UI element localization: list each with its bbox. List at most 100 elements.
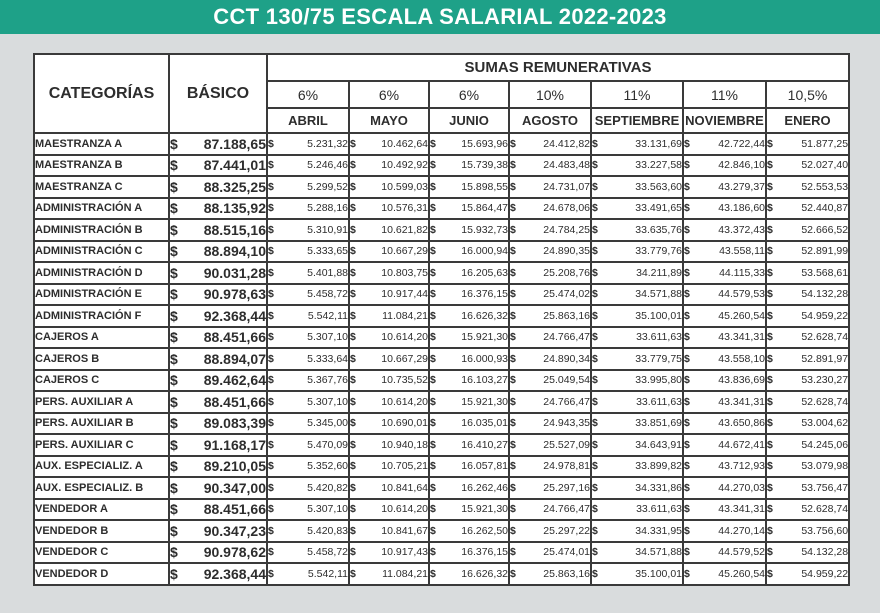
amount: 43.372,43 bbox=[718, 223, 765, 236]
amount: 43.558,11 bbox=[719, 245, 765, 258]
suma-cell: $5.307,10 bbox=[266, 497, 350, 521]
amount: 16.000,93 bbox=[461, 352, 508, 365]
currency-symbol: $ bbox=[430, 546, 436, 559]
suma-cell: $24.784,25 bbox=[508, 218, 592, 242]
amount: 10.614,20 bbox=[381, 331, 428, 344]
amount: 53.756,47 bbox=[801, 481, 849, 494]
currency-symbol: $ bbox=[268, 331, 274, 344]
suma-cell: $5.333,64 bbox=[266, 347, 350, 371]
suma-cell: $25.863,16 bbox=[508, 562, 592, 586]
currency-symbol: $ bbox=[350, 202, 356, 215]
suma-cell: $16.376,15 bbox=[428, 540, 510, 564]
amount: 5.458,72 bbox=[307, 288, 348, 301]
suma-cell: $10.599,03 bbox=[348, 175, 430, 199]
header-month: ABRIL bbox=[266, 107, 350, 134]
amount: 34.331,86 bbox=[635, 481, 682, 494]
suma-cell: $44.270,14 bbox=[682, 519, 767, 543]
suma-cell: $25.049,54 bbox=[508, 368, 592, 392]
basico-cell: $88.135,92 bbox=[168, 196, 268, 220]
suma-cell: $54.959,22 bbox=[764, 304, 851, 328]
salary-table: CATEGORÍAS BÁSICO SUMAS REMUNERATIVAS 6%… bbox=[33, 53, 851, 586]
currency-symbol: $ bbox=[170, 565, 178, 582]
basico-cell: $88.515,16 bbox=[168, 218, 268, 242]
amount: 87.188,65 bbox=[203, 135, 266, 152]
currency-symbol: $ bbox=[684, 331, 690, 344]
currency-symbol: $ bbox=[430, 481, 436, 494]
suma-cell: $5.542,11 bbox=[266, 304, 350, 328]
header-percent: 10,5% bbox=[764, 80, 851, 109]
amount: 24.978,81 bbox=[543, 460, 590, 473]
suma-cell: $24.766,47 bbox=[508, 497, 592, 521]
amount: 10.667,29 bbox=[381, 352, 428, 365]
currency-symbol: $ bbox=[684, 137, 690, 150]
amount: 5.352,60 bbox=[307, 460, 348, 473]
amount: 52.666,52 bbox=[801, 223, 849, 236]
currency-symbol: $ bbox=[592, 460, 598, 473]
header-percent: 6% bbox=[266, 80, 350, 109]
amount: 24.890,34 bbox=[543, 352, 590, 365]
amount: 88.135,92 bbox=[203, 200, 266, 217]
amount: 43.186,60 bbox=[718, 202, 765, 215]
table-row: ADMINISTRACIÓN B $88.515,16 $5.310,91 $10.6… bbox=[33, 218, 851, 242]
suma-cell: $43.558,11 bbox=[682, 239, 767, 263]
suma-cell: $5.458,72 bbox=[266, 540, 350, 564]
amount: 15.921,30 bbox=[461, 395, 508, 408]
suma-cell: $5.420,83 bbox=[266, 519, 350, 543]
amount: 5.542,11 bbox=[307, 567, 348, 580]
amount: 16.035,01 bbox=[461, 417, 508, 430]
currency-symbol: $ bbox=[767, 395, 773, 408]
amount: 43.650,86 bbox=[718, 417, 765, 430]
currency-symbol: $ bbox=[268, 460, 274, 473]
amount: 54.132,28 bbox=[801, 288, 849, 301]
currency-symbol: $ bbox=[268, 288, 274, 301]
currency-symbol: $ bbox=[350, 546, 356, 559]
currency-symbol: $ bbox=[170, 372, 178, 389]
amount: 88.451,66 bbox=[203, 393, 266, 410]
suma-cell: $16.262,50 bbox=[428, 519, 510, 543]
amount: 92.368,44 bbox=[203, 307, 266, 324]
suma-cell: $16.000,94 bbox=[428, 239, 510, 263]
currency-symbol: $ bbox=[510, 331, 516, 344]
document-body: CATEGORÍAS BÁSICO SUMAS REMUNERATIVAS 6%… bbox=[0, 34, 880, 613]
basico-cell: $88.451,66 bbox=[168, 325, 268, 349]
currency-symbol: $ bbox=[430, 374, 436, 387]
header-percent-row: 6% 6% 6% 10% 11% 11% 10,5% bbox=[34, 80, 851, 109]
currency-symbol: $ bbox=[684, 309, 690, 322]
table-row: CAJEROS C $89.462,64 $5.367,76 $10.735,52 $1… bbox=[33, 368, 851, 392]
table-row: AUX. ESPECIALIZ. B $90.347,00 $5.420,82 $10… bbox=[33, 476, 851, 500]
category-cell: CAJEROS A bbox=[33, 325, 170, 349]
basico-cell: $88.325,25 bbox=[168, 175, 268, 199]
suma-cell: $24.890,35 bbox=[508, 239, 592, 263]
amount: 52.440,87 bbox=[801, 202, 849, 215]
currency-symbol: $ bbox=[510, 202, 516, 215]
amount: 51.877,25 bbox=[801, 137, 849, 150]
suma-cell: $53.568,61 bbox=[764, 261, 851, 285]
suma-cell: $54.132,28 bbox=[764, 540, 851, 564]
amount: 24.766,47 bbox=[543, 503, 590, 516]
amount: 24.890,35 bbox=[543, 245, 590, 258]
amount: 33.611,63 bbox=[636, 331, 682, 344]
suma-cell: $43.186,60 bbox=[682, 196, 767, 220]
table-row: CAJEROS A $88.451,66 $5.307,10 $10.614,20 $1… bbox=[33, 325, 851, 349]
amount: 53.756,60 bbox=[801, 524, 849, 537]
amount: 33.611,63 bbox=[636, 503, 682, 516]
suma-cell: $33.779,76 bbox=[590, 239, 684, 263]
suma-cell: $25.863,16 bbox=[508, 304, 592, 328]
amount: 16.376,15 bbox=[461, 288, 508, 301]
currency-symbol: $ bbox=[350, 395, 356, 408]
suma-cell: $52.891,97 bbox=[764, 347, 851, 371]
amount: 88.515,16 bbox=[203, 221, 266, 238]
suma-cell: $42.846,10 bbox=[682, 153, 767, 177]
currency-symbol: $ bbox=[510, 546, 516, 559]
amount: 90.347,00 bbox=[203, 479, 266, 496]
header-categorias: CATEGORÍAS bbox=[33, 53, 170, 134]
suma-cell: $33.491,65 bbox=[590, 196, 684, 220]
suma-cell: $5.420,82 bbox=[266, 476, 350, 500]
table-row: AUX. ESPECIALIZ. A $89.210,05 $5.352,60 $10… bbox=[33, 454, 851, 478]
suma-cell: $33.779,75 bbox=[590, 347, 684, 371]
amount: 16.626,32 bbox=[461, 567, 508, 580]
currency-symbol: $ bbox=[170, 307, 178, 324]
suma-cell: $16.205,63 bbox=[428, 261, 510, 285]
amount: 34.643,91 bbox=[635, 438, 682, 451]
amount: 15.864,47 bbox=[461, 202, 508, 215]
